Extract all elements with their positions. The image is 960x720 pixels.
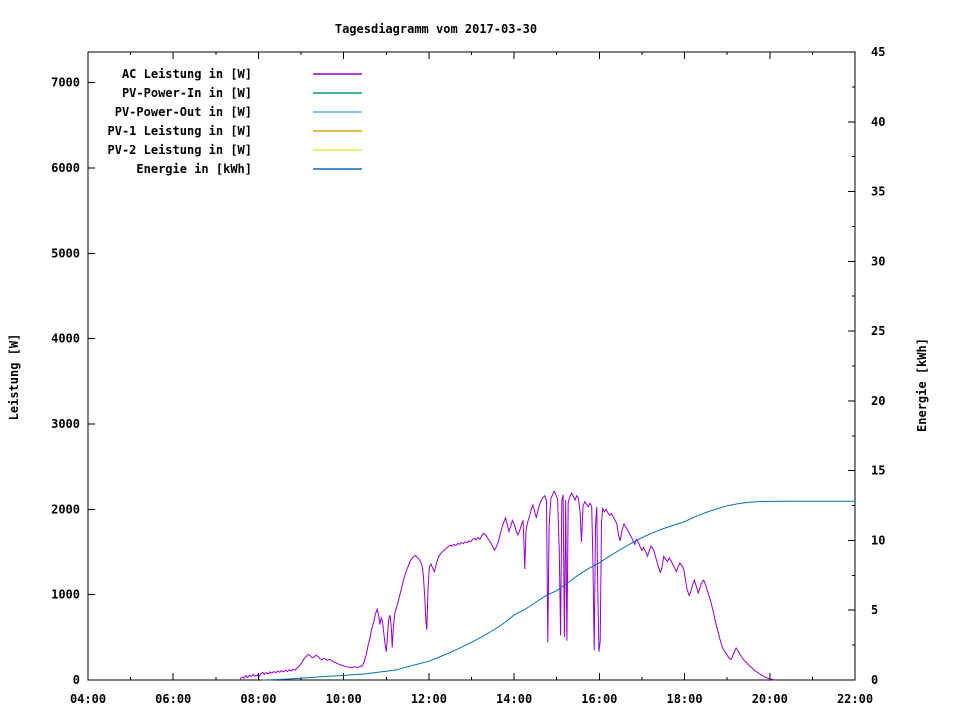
y-right-tick-label: 40 [871,115,885,129]
y-left-tick-label: 3000 [51,417,80,431]
y-right-tick-label: 30 [871,254,885,268]
y-right-tick-label: 0 [871,673,878,687]
y-left-tick-label: 2000 [51,502,80,516]
y-right-tick-label: 15 [871,464,885,478]
x-tick-label: 18:00 [666,692,702,706]
series-line-1 [239,490,777,681]
y-right-tick-label: 35 [871,185,885,199]
legend-label-6: Energie in [kWh] [136,162,252,176]
legend-label-3: PV-Power-Out in [W] [115,105,252,119]
y-left-tick-label: 6000 [51,161,80,175]
x-tick-label: 10:00 [326,692,362,706]
x-tick-label: 06:00 [155,692,191,706]
legend-label-1: AC Leistung in [W] [122,67,252,81]
y-left-axis-title: Leistung [W] [7,334,21,421]
chart-title: Tagesdiagramm vom 2017-03-30 [335,22,537,36]
legend-label-2: PV-Power-In in [W] [122,86,252,100]
x-tick-label: 22:00 [837,692,873,706]
y-left-tick-label: 1000 [51,588,80,602]
x-tick-label: 16:00 [581,692,617,706]
x-tick-label: 04:00 [70,692,106,706]
y-left-tick-label: 5000 [51,246,80,260]
x-tick-label: 08:00 [240,692,276,706]
y-right-tick-label: 25 [871,324,885,338]
y-right-tick-label: 10 [871,533,885,547]
y-right-tick-label: 20 [871,394,885,408]
y-left-tick-label: 0 [73,673,80,687]
plot-area: 04:00 06:00 08:00 10:00 12:00 14:00 16:00 18:00… [51,45,885,706]
legend-label-4: PV-1 Leistung in [W] [108,124,253,138]
legend-label-5: PV-2 Leistung in [W] [108,143,253,157]
y-right-tick-label: 45 [871,45,885,59]
x-tick-label: 14:00 [496,692,532,706]
x-tick-label: 12:00 [411,692,447,706]
y-right-axis-title: Energie [kWh] [915,338,929,432]
y-left-tick-label: 7000 [51,76,80,90]
y-right-tick-label: 5 [871,603,878,617]
x-tick-label: 20:00 [752,692,788,706]
y-left-tick-label: 4000 [51,332,80,346]
series-line-6 [262,500,855,681]
